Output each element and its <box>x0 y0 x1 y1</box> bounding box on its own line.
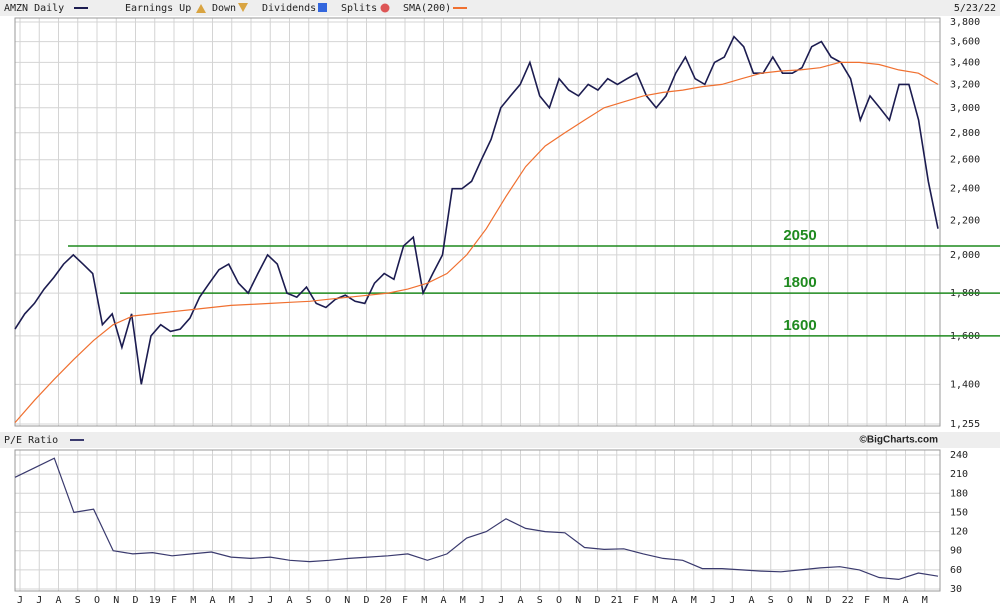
x-tick-label: 21 <box>611 595 623 606</box>
x-tick-label: N <box>113 595 119 606</box>
y-tick-label: 3,000 <box>950 103 980 114</box>
x-tick-label: F <box>171 595 177 606</box>
y-tick-label: 150 <box>950 507 968 518</box>
y-tick-label: 3,600 <box>950 37 980 48</box>
x-tick-label: A <box>209 595 215 606</box>
y-tick-label: 2,400 <box>950 184 980 195</box>
y-tick-label: 1,255 <box>950 419 980 430</box>
x-tick-label: A <box>748 595 754 606</box>
series-line <box>14 61 939 423</box>
x-tick-label: D <box>594 595 600 606</box>
x-tick-label: J <box>267 595 273 606</box>
x-tick-label: 19 <box>149 595 161 606</box>
x-tick-label: M <box>421 595 427 606</box>
splits-icon <box>380 3 390 13</box>
legend-sma: SMA(200) <box>403 3 451 14</box>
level-label: 1600 <box>783 317 816 334</box>
x-tick-label: S <box>306 595 312 606</box>
x-tick-label: F <box>633 595 639 606</box>
earnings-up-icon <box>196 4 206 13</box>
plot-frame <box>14 449 941 592</box>
x-tick-label: S <box>537 595 543 606</box>
y-tick-label: 2,800 <box>950 128 980 139</box>
y-tick-label: 3,400 <box>950 57 980 68</box>
x-tick-label: O <box>556 595 562 606</box>
source: ©BigCharts.com <box>860 435 939 446</box>
level-label: 2050 <box>783 227 816 244</box>
series-line <box>14 457 939 581</box>
x-tick-label: J <box>479 595 485 606</box>
pe-title: P/E Ratio <box>4 435 58 446</box>
x-tick-label: A <box>440 595 446 606</box>
x-tick-label: A <box>517 595 523 606</box>
y-tick-label: 2,200 <box>950 215 980 226</box>
earnings-down-icon <box>238 3 248 12</box>
legend-price: AMZN Daily <box>4 3 64 14</box>
header-bar <box>0 0 1000 16</box>
x-tick-label: M <box>922 595 928 606</box>
x-tick-label: J <box>248 595 254 606</box>
series-line <box>14 35 939 385</box>
x-tick-label: F <box>402 595 408 606</box>
x-tick-label: F <box>864 595 870 606</box>
x-tick-label: J <box>17 595 23 606</box>
x-tick-label: S <box>768 595 774 606</box>
x-tick-label: A <box>671 595 677 606</box>
x-tick-label: N <box>575 595 581 606</box>
plot-frame <box>14 17 941 427</box>
x-tick-label: J <box>729 595 735 606</box>
x-tick-label: D <box>825 595 831 606</box>
y-tick-label: 2,000 <box>950 250 980 261</box>
x-tick-label: O <box>787 595 793 606</box>
x-tick-label: M <box>883 595 889 606</box>
x-tick-label: D <box>132 595 138 606</box>
x-tick-label: 20 <box>380 595 392 606</box>
dividends-icon <box>318 3 327 12</box>
x-tick-label: D <box>363 595 369 606</box>
x-tick-label: M <box>691 595 697 606</box>
y-tick-label: 120 <box>950 527 968 538</box>
legend-splits: Splits <box>341 3 377 14</box>
x-tick-label: M <box>460 595 466 606</box>
x-tick-label: S <box>75 595 81 606</box>
x-tick-label: M <box>190 595 196 606</box>
y-tick-label: 2,600 <box>950 155 980 166</box>
legend-down: Down <box>212 3 236 14</box>
x-tick-label: J <box>498 595 504 606</box>
x-tick-label: A <box>902 595 908 606</box>
pe-header-bar <box>0 432 1000 448</box>
x-tick-label: A <box>55 595 61 606</box>
legend-earnings-up: Earnings Up <box>125 3 191 14</box>
y-tick-label: 3,200 <box>950 79 980 90</box>
y-tick-label: 30 <box>950 584 962 595</box>
y-tick-label: 90 <box>950 546 962 557</box>
x-tick-label: 22 <box>842 595 854 606</box>
x-tick-label: O <box>325 595 331 606</box>
x-tick-label: O <box>94 595 100 606</box>
y-tick-label: 3,800 <box>950 17 980 28</box>
x-tick-label: M <box>652 595 658 606</box>
x-tick-label: J <box>710 595 716 606</box>
y-tick-label: 60 <box>950 565 962 576</box>
x-tick-label: N <box>806 595 812 606</box>
y-tick-label: 180 <box>950 488 968 499</box>
level-label: 1800 <box>783 274 816 291</box>
date: 5/23/22 <box>954 3 996 14</box>
x-tick-label: A <box>286 595 292 606</box>
x-tick-label: N <box>344 595 350 606</box>
y-tick-label: 210 <box>950 469 968 480</box>
x-tick-label: M <box>229 595 235 606</box>
x-tick-label: J <box>36 595 42 606</box>
legend-dividends: Dividends <box>262 3 316 14</box>
y-tick-label: 1,400 <box>950 379 980 390</box>
y-tick-label: 240 <box>950 450 968 461</box>
